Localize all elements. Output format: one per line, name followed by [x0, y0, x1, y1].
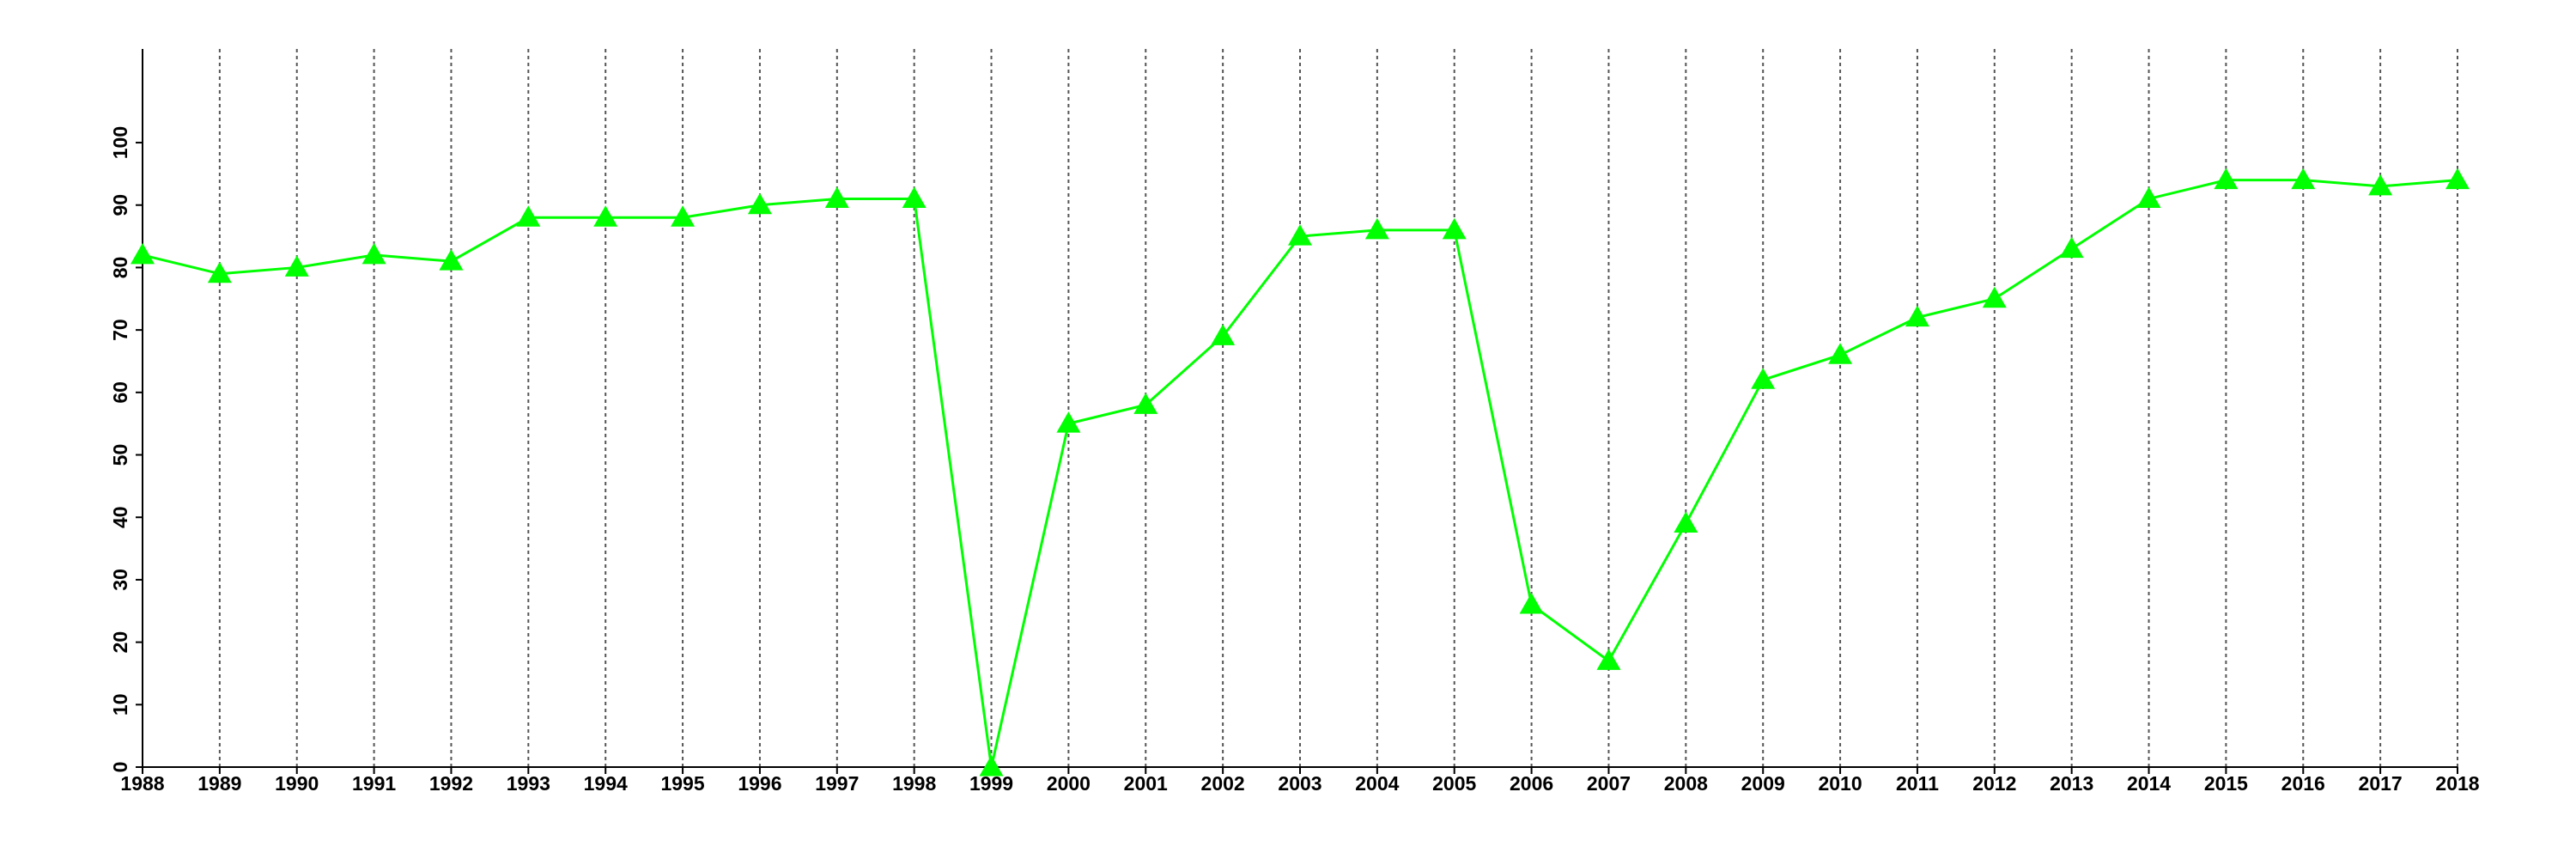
x-tick-label: 1994: [584, 772, 628, 795]
x-tick-label: 2007: [1587, 772, 1631, 795]
marker: [361, 242, 386, 265]
marker: [1905, 305, 1929, 327]
marker: [2214, 168, 2239, 190]
y-tick-label: 0: [109, 762, 131, 773]
marker: [131, 242, 155, 265]
x-tick-label: 2016: [2281, 772, 2325, 795]
x-tick-label: 1989: [197, 772, 241, 795]
x-tick-label: 2001: [1124, 772, 1168, 795]
marker: [2445, 168, 2470, 190]
x-tick-label: 1991: [352, 772, 396, 795]
x-tick-label: 1998: [892, 772, 936, 795]
marker: [439, 249, 464, 271]
x-tick-label: 1995: [660, 772, 704, 795]
series-line: [142, 179, 2458, 768]
y-tick-label: 30: [109, 569, 131, 591]
y-tick-label: 20: [109, 631, 131, 654]
x-tick-label: 2002: [1201, 772, 1245, 795]
marker: [2368, 174, 2393, 196]
x-tick-label: 1992: [429, 772, 473, 795]
y-tick-label: 90: [109, 194, 131, 216]
marker: [902, 186, 927, 208]
y-tick-label: 40: [109, 506, 131, 528]
marker: [1596, 649, 1621, 670]
marker: [516, 205, 541, 227]
x-tick-label: 2018: [2435, 772, 2479, 795]
marker: [284, 255, 309, 277]
x-tick-label: 1993: [507, 772, 550, 795]
x-tick-label: 1997: [815, 772, 859, 795]
marker: [1442, 217, 1467, 240]
x-tick-label: 2009: [1741, 772, 1785, 795]
y-tick-label: 10: [109, 694, 131, 716]
x-tick-label: 1990: [275, 772, 319, 795]
x-tick-label: 2008: [1664, 772, 1708, 795]
marker: [1828, 343, 1853, 364]
marker: [747, 192, 772, 215]
marker: [824, 186, 849, 208]
marker: [1982, 286, 2007, 308]
x-tick-label: 2003: [1278, 772, 1321, 795]
marker: [1211, 324, 1236, 345]
x-tick-label: 2013: [2050, 772, 2093, 795]
marker: [593, 205, 618, 227]
marker: [671, 205, 696, 227]
marker: [1364, 217, 1389, 240]
y-tick-label: 70: [109, 319, 131, 341]
x-tick-label: 2005: [1432, 772, 1476, 795]
x-tick-label: 2015: [2204, 772, 2248, 795]
marker: [1288, 224, 1312, 246]
x-tick-label: 2014: [2127, 772, 2171, 795]
x-tick-label: 2010: [1818, 772, 1862, 795]
x-tick-label: 1996: [738, 772, 781, 795]
marker: [1056, 411, 1081, 433]
y-tick-label: 50: [109, 444, 131, 466]
x-tick-label: 2000: [1047, 772, 1091, 795]
marker: [2291, 168, 2316, 190]
x-tick-label: 2011: [1896, 772, 1939, 795]
x-tick-label: 2017: [2359, 772, 2403, 795]
marker: [1519, 592, 1544, 614]
marker: [207, 261, 232, 283]
y-tick-label: 60: [109, 381, 131, 404]
x-tick-label: 2012: [1972, 772, 2016, 795]
marker: [979, 755, 1004, 777]
marker: [1751, 368, 1776, 389]
x-tick-label: 1988: [120, 772, 164, 795]
marker: [1133, 393, 1158, 414]
y-tick-label: 80: [109, 257, 131, 279]
x-tick-label: 2004: [1355, 772, 1399, 795]
marker: [2059, 236, 2084, 259]
marker: [2136, 186, 2161, 208]
marker: [1674, 511, 1698, 533]
x-tick-label: 2006: [1510, 772, 1553, 795]
y-tick-label: 100: [109, 126, 131, 159]
